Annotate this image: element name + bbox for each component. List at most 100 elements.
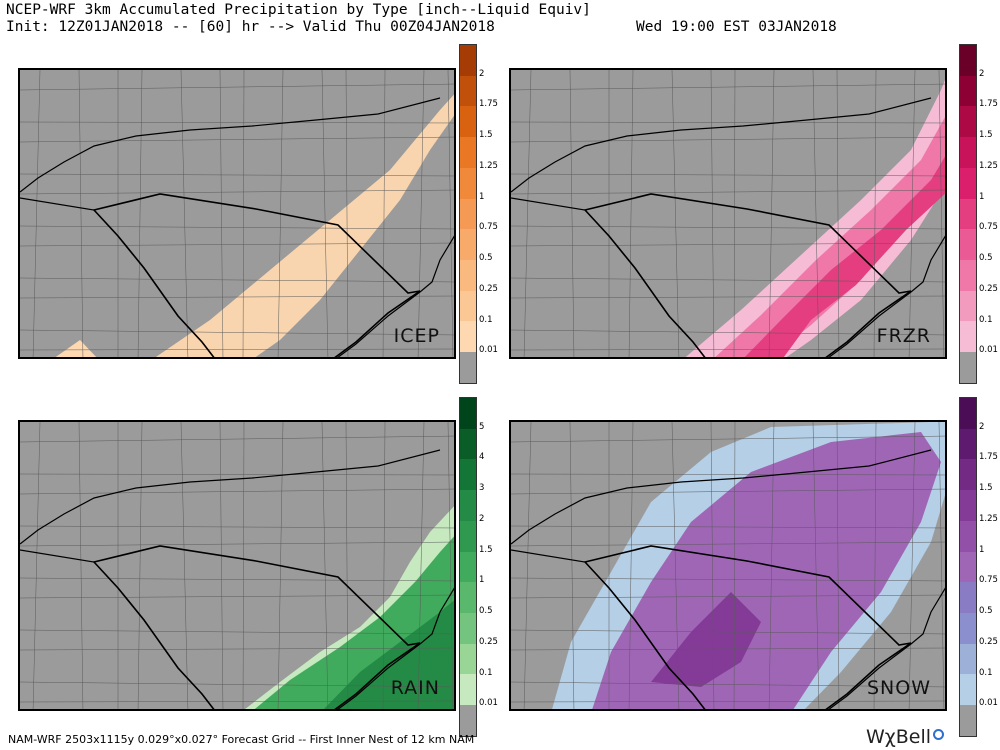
colorbar-snow [959,397,977,737]
icep-colorbar-swatch [460,290,476,322]
frzr-colorbar-swatch [960,260,976,291]
frzr-colorbar-swatch [960,75,976,107]
frzr-colorbar-tick: 0.75 [979,222,998,233]
frzr-colorbar-tick: 0.5 [979,253,993,264]
snow-colorbar-tick: 1.75 [979,452,998,463]
frzr-precip-field [685,80,945,357]
icep-colorbar-swatch [460,260,476,291]
rain-colorbar-tick: 1 [479,575,485,586]
rain-colorbar-swatch [460,490,476,521]
rain-colorbar-tick: 5 [479,421,485,432]
snow-colorbar-swatch [960,398,976,429]
footer-note: NAM-WRF 2503x1115y 0.029°x0.027° Forecas… [8,733,475,746]
snow-colorbar-swatch [960,520,976,552]
icep-state-border-ga [20,197,215,357]
frzr-colorbar-swatch [960,321,976,353]
icep-colorbar-tick: 1 [479,191,485,202]
icep-colorbar-tick: 2 [479,68,485,79]
rain-colorbar-tick: 4 [479,452,485,463]
icep-colorbar-swatch [460,198,476,230]
logo-text: WχBell [866,726,932,748]
rain-panel-label: RAIN [390,677,440,699]
frzr-coastline [828,235,945,357]
icep-coastline [337,235,454,357]
snow-colorbar-tick: 0.01 [979,698,998,709]
rain-colorbar-tick: 2 [479,513,485,524]
icep-map [20,70,454,357]
snow-colorbar-swatch [960,490,976,521]
frzr-colorbar-swatch [960,229,976,261]
rain-colorbar-swatch [460,398,476,429]
snow-map [511,422,945,709]
icep-panel-label: ICEP [393,325,440,347]
frzr-colorbar-swatch [960,106,976,138]
wxbell-logo: WχBell [866,726,945,748]
snow-colorbar-tick: 0.25 [979,636,998,647]
snow-colorbar-swatch [960,705,976,736]
icep-precip-field [55,94,454,357]
rain-colorbar-swatch [460,428,476,460]
icep-colorbar-tick: 0.25 [479,283,498,294]
rain-colorbar-swatch [460,520,476,552]
frzr-colorbar-tick: 1.25 [979,160,998,171]
snow-colorbar-swatch [960,582,976,614]
snow-colorbar-swatch [960,643,976,675]
frzr-colorbar-swatch [960,352,976,383]
rain-colorbar-tick: 3 [479,483,485,494]
rain-state-border-ga [20,549,215,709]
rain-colorbar-tick: 0.1 [479,667,493,678]
icep-colorbar-tick: 0.01 [479,345,498,356]
icep-colorbar-swatch [460,167,476,199]
valid-local-time: Wed 19:00 EST 03JAN2018 [636,19,837,35]
snow-colorbar-tick: 1 [979,544,985,555]
snow-colorbar-swatch [960,613,976,644]
snow-colorbar-tick: 1.5 [979,483,993,494]
icep-state-border-nc [20,97,441,193]
icep-colorbar-tick: 0.75 [479,222,498,233]
snow-coastline [828,587,945,709]
icep-colorbar-tick: 1.25 [479,160,498,171]
rain-colorbar-tick: 0.25 [479,636,498,647]
snow-state-border-nc [511,449,932,545]
icep-colorbar-swatch [460,321,476,353]
icep-colorbar-swatch [460,45,476,76]
icep-colorbar-swatch [460,352,476,383]
rain-coastline [337,587,454,709]
icep-colorbar-swatch [460,75,476,107]
snow-state-border-ga [511,549,706,709]
panel-icep: ICEP [18,68,456,359]
snow-panel-label: SNOW [866,677,931,699]
frzr-county-lines [511,70,945,357]
frzr-colorbar-swatch [960,137,976,168]
snow-colorbar-tick: 0.1 [979,667,993,678]
snow-county-lines [511,422,945,709]
icep-colorbar-swatch [460,229,476,261]
frzr-panel-label: FRZR [876,325,931,347]
panel-frzr: FRZR [509,68,947,359]
panel-rain: RAIN [18,420,456,711]
rain-colorbar-tick: 0.5 [479,606,493,617]
frzr-colorbar-tick: 0.1 [979,314,993,325]
frzr-map [511,70,945,357]
rain-colorbar-swatch [460,643,476,675]
snow-colorbar-tick: 1.25 [979,513,998,524]
snow-colorbar-tick: 2 [979,421,985,432]
icep-colorbar-tick: 1.5 [479,130,493,141]
rain-colorbar-swatch [460,613,476,644]
panel-snow: SNOW [509,420,947,711]
frzr-colorbar-tick: 1 [979,191,985,202]
frzr-colorbar-tick: 1.75 [979,99,998,110]
frzr-colorbar-tick: 2 [979,68,985,79]
snow-colorbar-swatch [960,459,976,491]
colorbar-icep [459,44,477,384]
icep-colorbar-tick: 1.75 [479,99,498,110]
icep-colorbar-tick: 0.5 [479,253,493,264]
rain-colorbar-swatch [460,582,476,614]
frzr-colorbar-swatch [960,290,976,322]
frzr-colorbar-tick: 0.01 [979,345,998,356]
rain-map [20,422,454,709]
frzr-colorbar-swatch [960,167,976,199]
icep-colorbar-tick: 0.1 [479,314,493,325]
init-valid-line: Init: 12Z01JAN2018 -- [60] hr --> Valid … [6,19,495,35]
rain-colorbar-swatch [460,674,476,706]
